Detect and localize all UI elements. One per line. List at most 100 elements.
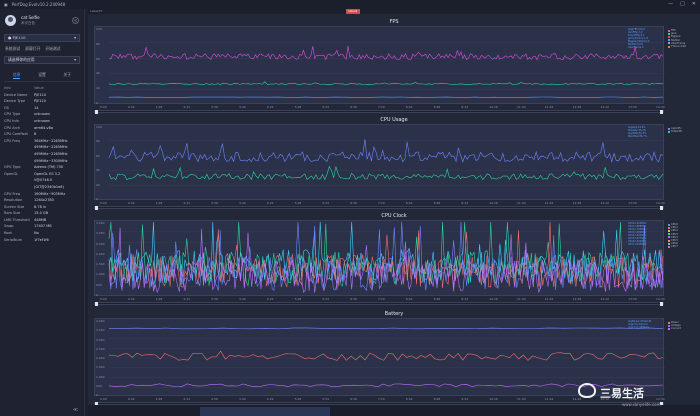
chart-stats-box: Avg(FPS):58.4 Var(FPS):3.2 Drop(FPS):0.1 Ja… — [628, 28, 658, 49]
x-tick-label: 7:20 — [378, 201, 385, 205]
legend-item[interactable]: CPU1 — [668, 226, 700, 229]
legend-swatch — [668, 39, 670, 42]
range-handle-left[interactable] — [95, 206, 98, 210]
mode-system-test[interactable]: 系统测试 — [5, 46, 21, 51]
range-handle-right[interactable] — [660, 206, 663, 210]
sidebar: cat Selfie 本次白色 < ● PJE110 ▾ 系统测试 屏幕打开 开… — [0, 9, 85, 416]
legend-item[interactable]: CPU3 — [668, 233, 700, 236]
chart-plot[interactable]: 3,500 3,000 2,500 2,000 1,500 1,000 500 0 — [94, 220, 665, 297]
chart-range-scrollbar[interactable] — [94, 402, 664, 406]
legend-item[interactable]: Jank — [668, 32, 700, 35]
x-tick-label: 5:08 — [294, 105, 302, 109]
x-tick-label: 8:48 — [433, 397, 441, 401]
range-handle-right[interactable] — [660, 110, 663, 114]
legend-item[interactable]: FPS — [668, 29, 700, 32]
x-tick-label: 10:16 — [489, 201, 498, 205]
minimize-button[interactable]: — — [668, 1, 674, 7]
y-tick-label: 60 — [96, 153, 100, 158]
device-selector[interactable]: ● PJE110 ▾ — [4, 34, 80, 42]
info-row: Device Name PJE110 — [0, 92, 84, 99]
legend-swatch — [668, 223, 670, 226]
avatar[interactable] — [5, 14, 16, 26]
x-tick-label: 11:00 — [517, 297, 526, 301]
stat-line: CPU7:2045MHz — [628, 243, 647, 246]
stat-line: Jank(/10min):1.8 — [628, 37, 648, 40]
range-handle-right[interactable] — [660, 402, 663, 406]
stat-line: Avg(mV):3899mV — [628, 326, 650, 329]
legend-swatch — [668, 233, 670, 236]
legend-label: CPU4 — [671, 235, 678, 239]
stat-line: InterFrame:0 — [628, 46, 644, 49]
info-row: V@0746.0 — [0, 177, 84, 184]
x-tick-label: 4:24 — [266, 297, 274, 301]
range-handle-left[interactable] — [95, 302, 98, 306]
legend-item[interactable]: Stutter — [668, 39, 700, 42]
info-value: 448MB — [34, 217, 47, 222]
chart-traces — [108, 221, 665, 294]
legend-item[interactable]: AppCPU — [668, 127, 700, 130]
legend-item[interactable]: FTime>100 — [668, 45, 700, 48]
legend-item[interactable]: CPU6 — [668, 242, 700, 245]
x-tick-label: 8:04 — [405, 201, 413, 205]
close-button[interactable]: ✕ — [691, 1, 696, 7]
maximize-button[interactable]: □ — [680, 1, 685, 7]
x-tick-label: 7:20 — [378, 105, 385, 109]
app-selector[interactable]: 请选择你的应用 ▾ — [4, 56, 80, 64]
legend-label: InterFrame — [671, 41, 686, 45]
tab-about[interactable]: 关于 — [63, 72, 72, 77]
user-subtitle: 本次白色 — [21, 20, 35, 25]
mode-screen-open[interactable]: 屏幕打开 — [25, 46, 41, 51]
x-tick-label: 14:30 — [656, 105, 665, 109]
legend-item[interactable]: Voltage — [668, 324, 700, 327]
stat-line: CPU6:1922MHz — [628, 240, 647, 243]
title-bar: ▣ PerfDog Evolv10.2.240948 — □ ✕ — [0, 0, 700, 9]
tab-info[interactable]: 信息 — [12, 72, 21, 79]
info-row: Swap 17407 MB — [0, 223, 84, 230]
chart-range-scrollbar[interactable] — [94, 206, 664, 210]
y-tick-label: 1,500 — [96, 365, 105, 370]
chevron-down-icon: ▾ — [74, 57, 76, 62]
info-key: Resolution — [4, 198, 23, 203]
legend-item[interactable]: Power — [668, 321, 700, 324]
chart-plot[interactable]: 4,000 3,500 3,000 2,500 2,000 1,500 1,000 500 0 — [94, 318, 665, 397]
y-tick-label: 0 — [96, 197, 98, 201]
chart-plot[interactable]: 100 80 60 40 20 0 — [94, 26, 665, 105]
info-key: CPU Arch — [4, 125, 21, 130]
info-key — [4, 184, 34, 191]
legend-label: CPU0 — [671, 223, 678, 226]
x-tick-label: 12:28 — [572, 297, 582, 301]
collapse-sidebar-button[interactable]: < — [72, 16, 79, 24]
chart-traces — [108, 42, 665, 98]
x-tick-label: 0:44 — [127, 397, 135, 401]
legend-label: AppCPU — [671, 127, 682, 130]
info-row: OpenGL OpenGL ES 3.2 — [0, 171, 84, 178]
legend-item[interactable]: BigJank — [668, 35, 700, 38]
legend-swatch — [668, 130, 670, 133]
legend-item[interactable]: Current — [668, 327, 700, 330]
legend-item[interactable]: CPU7 — [668, 245, 700, 248]
legend-item[interactable]: TotalCPU — [668, 130, 700, 133]
tab-settings[interactable]: 设置 — [38, 72, 46, 77]
legend-item[interactable]: CPU2 — [668, 229, 700, 232]
chart-range-scrollbar[interactable] — [94, 302, 664, 306]
legend-item[interactable]: CPU5 — [668, 239, 700, 242]
thumbnail-strip — [200, 407, 330, 416]
legend-swatch — [668, 246, 670, 249]
y-tick-label: 2,500 — [96, 241, 105, 246]
info-key: CPU Info — [4, 118, 19, 123]
legend-item[interactable]: InterFrame — [668, 42, 700, 45]
legend-swatch — [668, 328, 670, 330]
range-handle-left[interactable] — [95, 110, 98, 114]
series-line-4 — [108, 227, 664, 294]
range-handle-right[interactable] — [660, 302, 663, 306]
x-tick-label: 9:32 — [461, 397, 469, 401]
chart-plot[interactable]: 100 80 60 40 20 0 — [94, 124, 665, 201]
time-marker-flag[interactable]: label1 — [346, 9, 360, 14]
range-handle-left[interactable] — [95, 402, 98, 406]
legend-item[interactable]: CPU4 — [668, 236, 700, 239]
collapse-arrows-icon[interactable]: ≪ — [72, 407, 78, 413]
legend-label: Current — [671, 327, 681, 331]
chart-range-scrollbar[interactable] — [94, 110, 664, 114]
legend-item[interactable]: CPU0 — [668, 223, 700, 226]
mode-start-test[interactable]: 开始测试 — [45, 46, 61, 51]
